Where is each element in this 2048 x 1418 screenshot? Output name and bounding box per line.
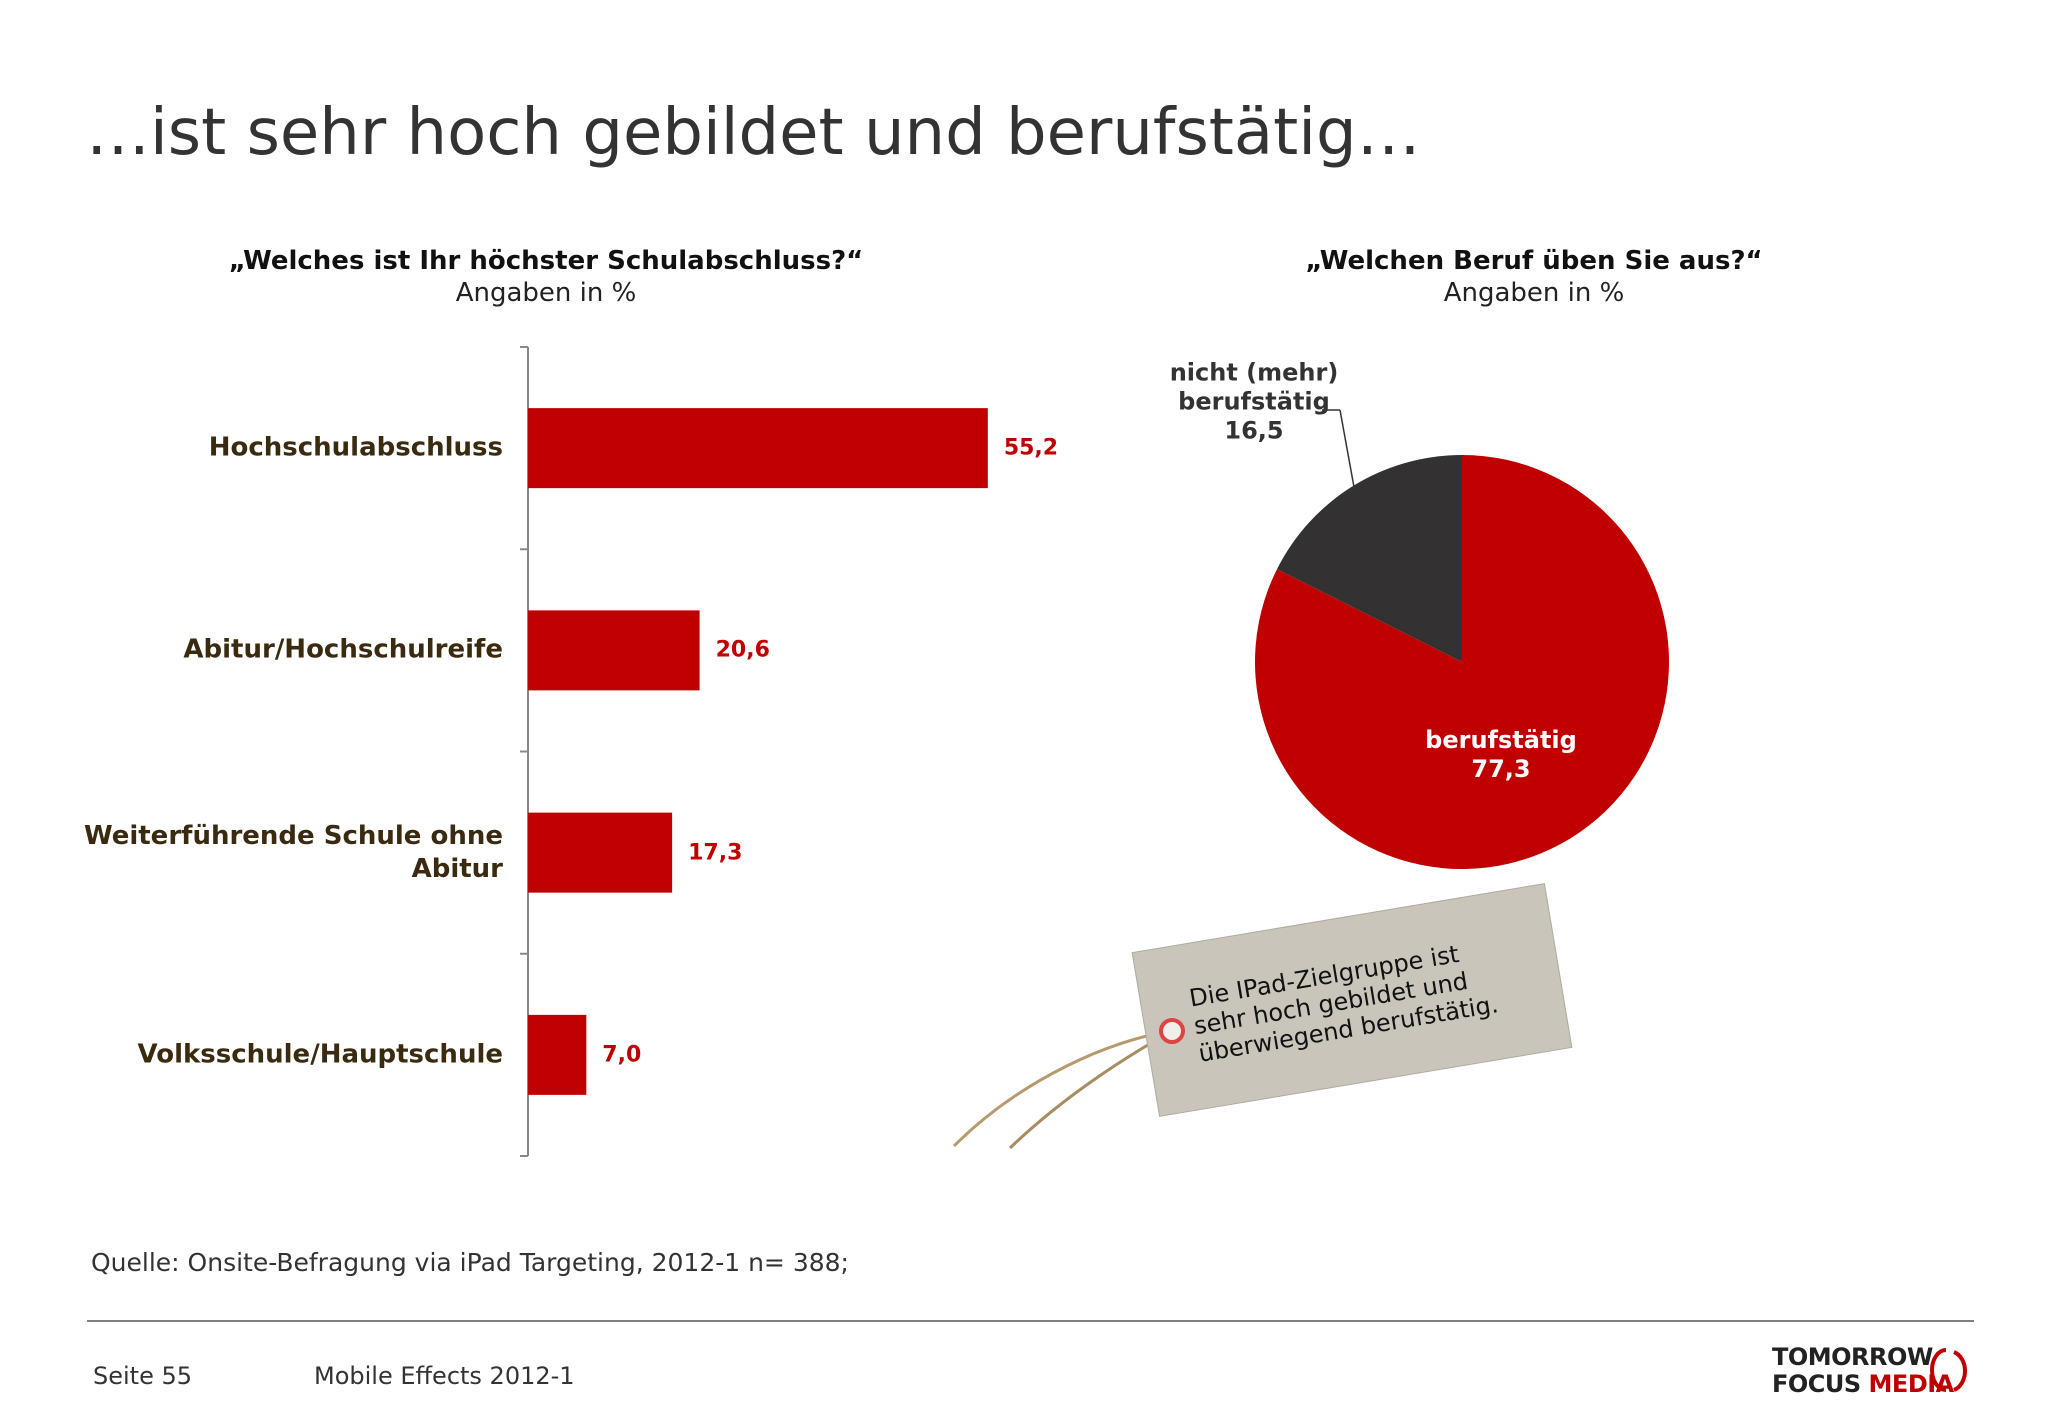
logo-bottom: FOCUS MEDIA (1772, 1370, 1954, 1398)
bar (528, 408, 988, 489)
tag-note: Die IPad-Zielgruppe ist sehr hoch gebild… (1187, 939, 1501, 1068)
logo-left: FOCUS (1772, 1370, 1861, 1398)
value-label: 20,6 (715, 637, 770, 663)
slice-value: 16,5 (1224, 416, 1284, 445)
logo-right: MEDIA (1868, 1370, 1955, 1398)
bar (528, 610, 700, 691)
chart-subtitle: Angaben in % (455, 278, 637, 308)
slice-name: berufstätig (1425, 726, 1577, 754)
slice-label: berufstätig 77,3 (1411, 726, 1591, 784)
category-label: Weiterführende Schule ohne Abitur (83, 820, 503, 884)
leader-line (1339, 409, 1355, 488)
category-label: Abitur/Hochschulreife (183, 634, 503, 665)
slide-title: …ist sehr hoch gebildet und berufstätig… (86, 96, 1421, 170)
source: Quelle: Onsite-Befragung via iPad Target… (91, 1248, 849, 1277)
tag-card (1131, 883, 1573, 1117)
pie-slice (1277, 455, 1462, 662)
pie-slice (1254, 455, 1669, 870)
chart-subtitle: Angaben in % (1443, 278, 1625, 308)
value-label: 55,2 (1003, 435, 1059, 461)
slice-label: nicht (mehr) berufstätig 16,5 (1164, 359, 1344, 446)
value-label: 17,3 (688, 840, 743, 866)
tag-string (952, 1029, 1173, 1148)
report-name: Mobile Effects 2012-1 (314, 1362, 575, 1390)
tag-hole (1159, 1018, 1185, 1044)
bar (528, 1014, 587, 1095)
chart-title: „Welchen Beruf üben Sie aus?“ (1305, 246, 1763, 276)
category-label: Hochschulabschluss (208, 432, 503, 463)
value-label: 7,0 (602, 1042, 642, 1068)
chart-title: „Welches ist Ihr höchster Schulabschluss… (228, 246, 864, 276)
logo-top: TOMORROW (1772, 1343, 1933, 1371)
page-number: Seite 55 (93, 1362, 193, 1390)
category-label: Volksschule/Hauptschule (137, 1039, 504, 1070)
bar (528, 812, 673, 893)
slice-name: nicht (mehr) berufstätig (1169, 358, 1339, 416)
slice-value: 77,3 (1471, 755, 1531, 783)
tag (1131, 883, 1573, 1117)
